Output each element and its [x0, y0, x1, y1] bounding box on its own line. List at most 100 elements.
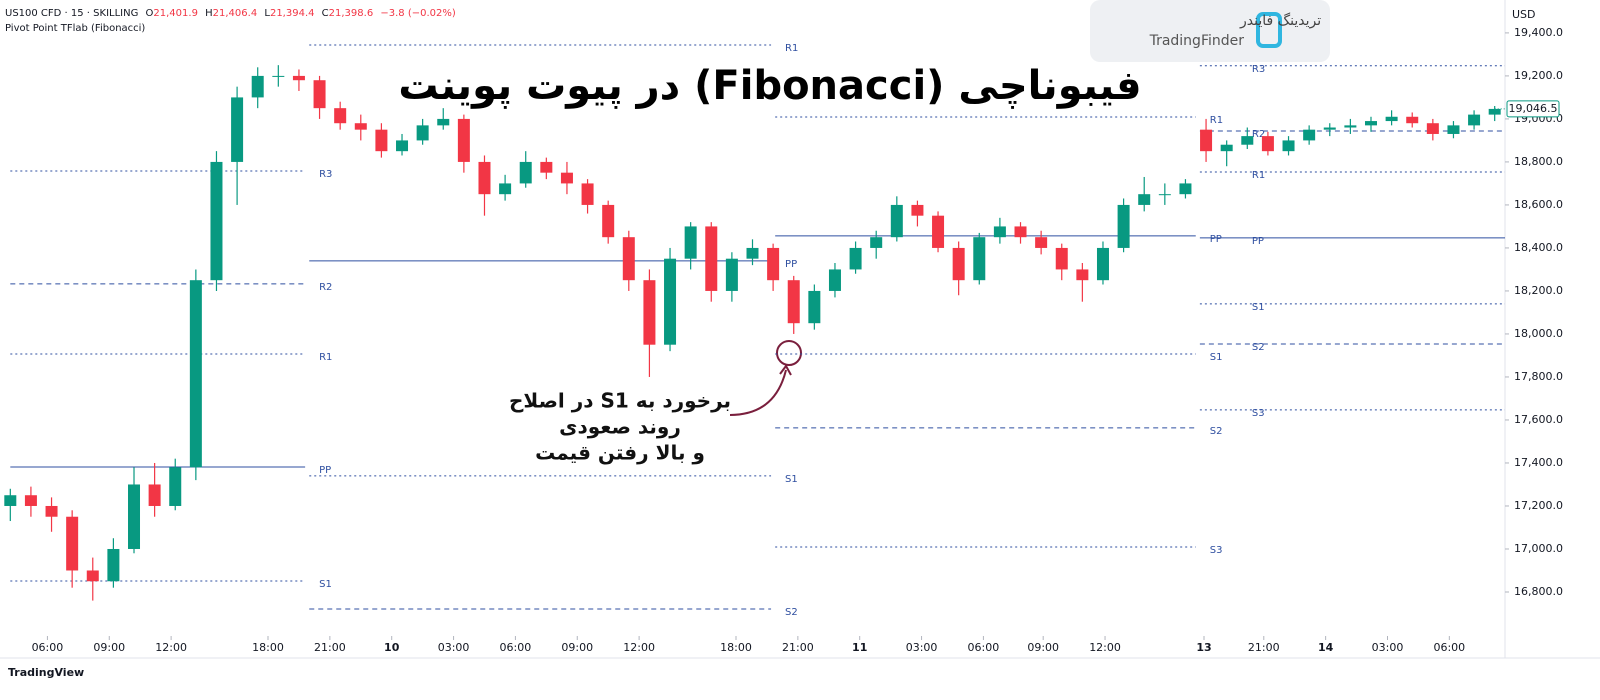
ohlc-value: 21,394.4	[270, 8, 315, 19]
candle-body	[169, 467, 182, 506]
pivot-label: R1	[1210, 115, 1223, 126]
candle-body	[828, 269, 841, 291]
logo-en: TradingFinder	[1149, 33, 1245, 49]
x-tick-label: 18:00	[252, 641, 284, 654]
y-tick-label: 18,200.0	[1514, 284, 1563, 297]
pivot-label: S2	[1252, 342, 1265, 353]
pivot-label: S3	[1252, 408, 1265, 419]
candle-body	[932, 215, 945, 248]
x-tick-label: 03:00	[1372, 641, 1404, 654]
candle-body	[993, 226, 1006, 238]
candle-body	[210, 161, 223, 281]
candle-body	[664, 258, 677, 345]
candle-body	[1426, 123, 1439, 134]
pivot-label: R1	[785, 43, 798, 54]
last-price-label: 19,046.5	[1509, 102, 1558, 115]
footer-brand: TradingView	[8, 666, 84, 679]
x-tick-label: 11	[852, 641, 867, 654]
candle-body	[560, 172, 573, 184]
x-tick-label: 06:00	[1433, 641, 1465, 654]
candle-body	[334, 108, 347, 124]
pivot-label: PP	[319, 465, 331, 476]
candle-body	[1179, 183, 1192, 195]
pivot-label: PP	[1252, 236, 1264, 247]
candle-body	[1406, 116, 1419, 124]
candle-body	[890, 204, 903, 238]
candle-body	[1261, 136, 1274, 152]
pivot-label: S1	[1252, 302, 1265, 313]
ohlc-key: H	[205, 8, 213, 19]
candle-body	[1468, 114, 1481, 126]
candle-body	[1385, 116, 1398, 122]
candle-body	[1035, 237, 1048, 248]
pivot-label: S2	[1210, 426, 1223, 437]
pivot-label: PP	[1210, 234, 1222, 245]
candle-body	[1488, 108, 1501, 115]
y-tick-label: 18,000.0	[1514, 327, 1563, 340]
x-tick-label: 06:00	[500, 641, 532, 654]
candle-body	[107, 548, 120, 582]
candle-body	[313, 80, 326, 109]
candle-body	[911, 204, 924, 216]
x-tick-label: 03:00	[906, 641, 938, 654]
candle-body	[396, 140, 409, 152]
candle-body	[1200, 129, 1213, 152]
x-tick-label: 06:00	[968, 641, 1000, 654]
pivot-label: R2	[319, 282, 332, 293]
candle-body	[375, 129, 388, 152]
x-tick-label: 13	[1196, 641, 1211, 654]
chart-title: فیبوناچی (Fibonacci) در پیوت پوینت	[398, 63, 1141, 109]
candle-body	[767, 247, 780, 281]
candle-body	[1282, 140, 1295, 152]
y-tick-label: 18,600.0	[1514, 198, 1563, 211]
ohlc-key: L	[264, 8, 270, 19]
candle-body	[1323, 127, 1336, 130]
arrow-head	[779, 364, 792, 376]
candle-body	[272, 75, 285, 77]
header-line: US100 CFD · 15 · SKILLING O21,401.9 H21,…	[5, 8, 456, 19]
candle-body	[231, 97, 244, 162]
candle-body	[148, 484, 161, 506]
candle-body	[416, 125, 429, 141]
y-tick-label: 18,400.0	[1514, 241, 1563, 254]
x-tick-label: 12:00	[623, 641, 655, 654]
candle-body	[787, 280, 800, 324]
logo-icon	[1256, 12, 1282, 48]
candle-body	[1117, 204, 1130, 248]
logo-box	[1090, 0, 1330, 62]
x-tick-label: 21:00	[782, 641, 814, 654]
x-tick-label: 09:00	[561, 641, 593, 654]
candle-body	[251, 75, 264, 98]
candle-body	[86, 570, 99, 582]
annotation-arrow	[729, 369, 787, 416]
candle-body	[973, 237, 986, 281]
y-tick-label: 19,200.0	[1514, 69, 1563, 82]
annotation: و بالا رفتن قیمت	[535, 441, 705, 465]
x-tick-label: 21:00	[1248, 641, 1280, 654]
ohlc-value: 21,401.9	[153, 8, 198, 19]
indicator-name: Pivot Point TFlab (Fibonacci)	[5, 23, 145, 34]
candle-body	[66, 516, 79, 571]
candle-body	[4, 495, 17, 506]
x-tick-label: 06:00	[32, 641, 64, 654]
candle-body	[746, 247, 759, 259]
y-tick-label: 17,000.0	[1514, 542, 1563, 555]
candle-body	[643, 280, 656, 345]
annotation: روند صعودی	[559, 415, 681, 439]
pivot-label: S1	[785, 474, 798, 485]
pivot-label: PP	[785, 259, 797, 270]
x-tick-label: 10	[384, 641, 400, 654]
candle-body	[1241, 136, 1254, 145]
pivot-label: R3	[1252, 64, 1265, 75]
x-tick-label: 09:00	[93, 641, 125, 654]
candle-body	[1158, 194, 1171, 196]
x-tick-label: 12:00	[155, 641, 187, 654]
annotation: برخورد به S1 در اصلاح	[509, 389, 731, 413]
candle-body	[1076, 269, 1089, 281]
candle-body	[1447, 125, 1460, 134]
candle-body	[684, 226, 697, 259]
candle-body	[849, 247, 862, 270]
candle-body	[622, 237, 635, 281]
x-tick-label: 12:00	[1089, 641, 1121, 654]
